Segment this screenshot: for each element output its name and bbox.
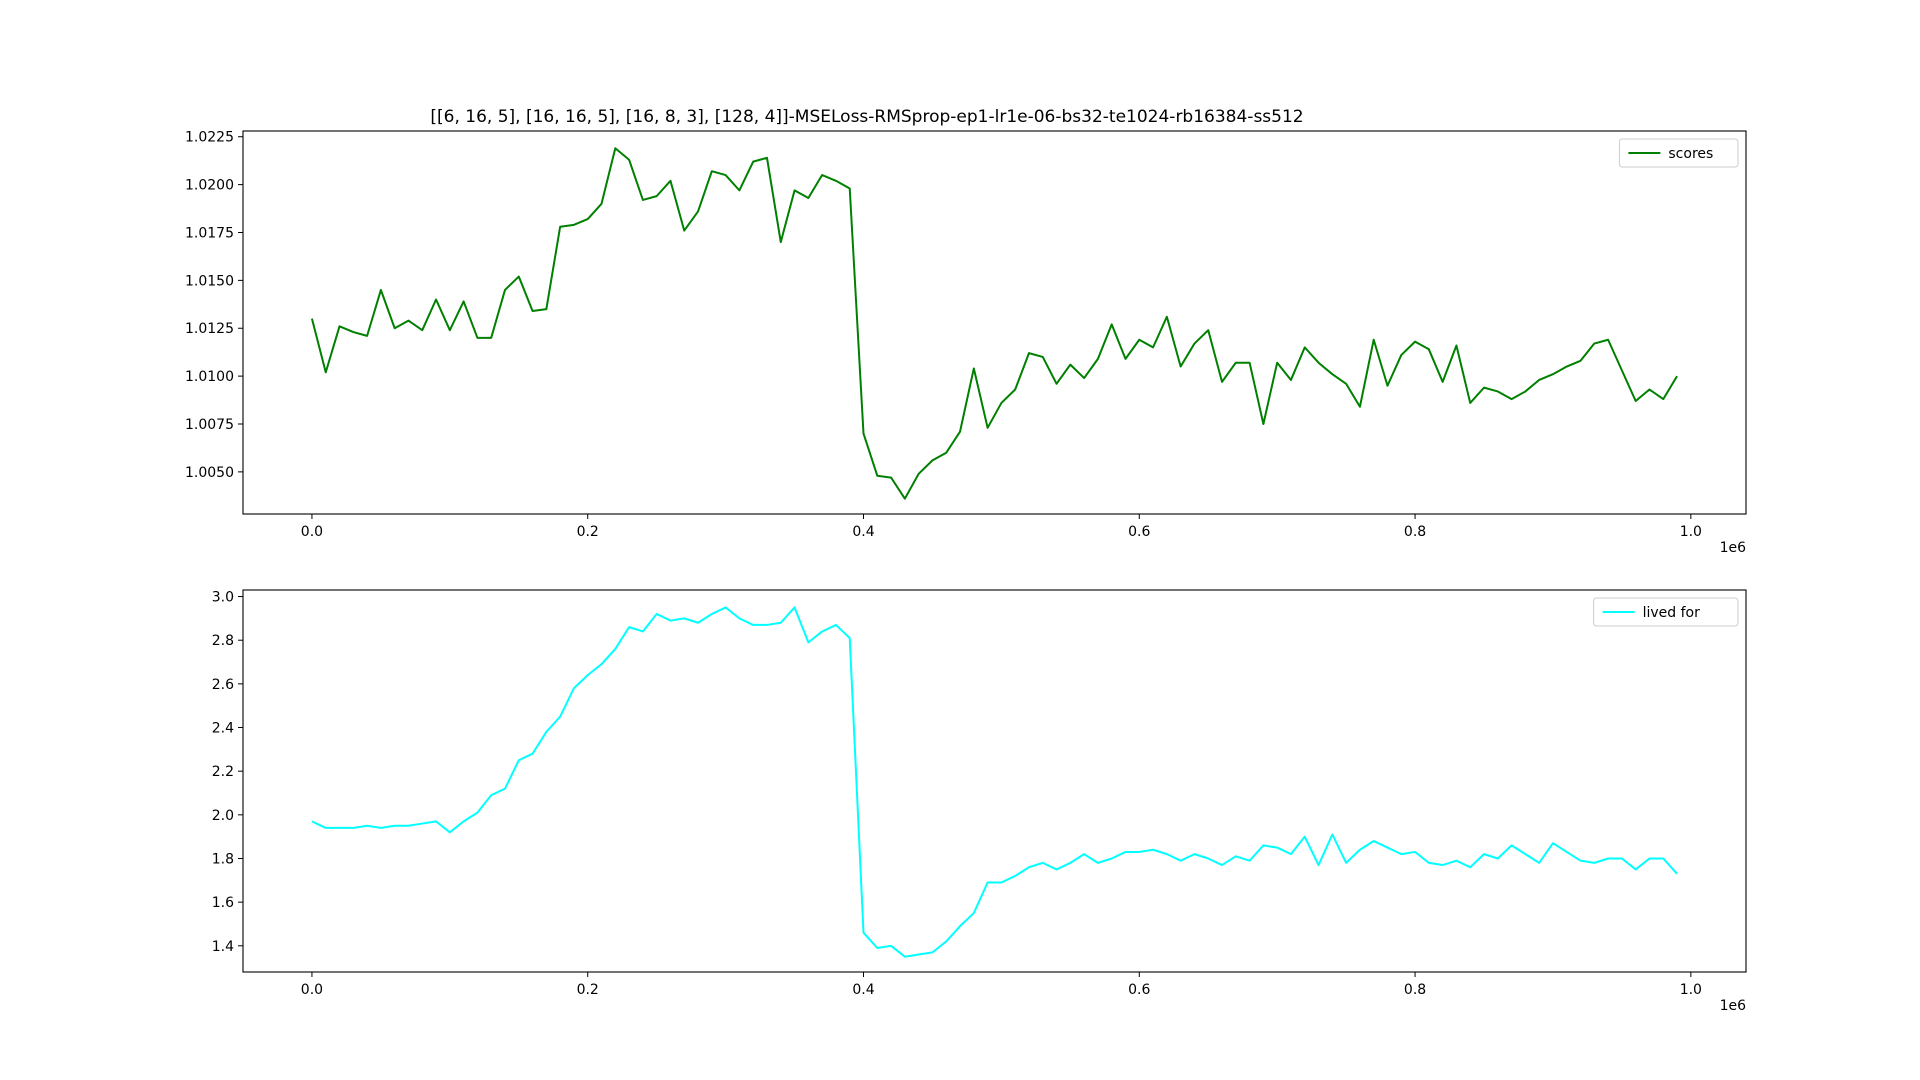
y-tick-label: 3.0 bbox=[212, 590, 234, 606]
axes-frame bbox=[242, 589, 1747, 973]
legend-box bbox=[1593, 597, 1739, 627]
y-tick-label: 1.0175 bbox=[185, 225, 234, 241]
series-line-scores bbox=[310, 147, 1678, 500]
x-tick-label: 0.4 bbox=[852, 524, 874, 540]
y-tick-label: 2.4 bbox=[212, 721, 234, 737]
x-offset-label: 1e6 bbox=[1720, 540, 1747, 556]
y-tick-label: 1.0150 bbox=[185, 273, 234, 289]
x-tick-label: 0.0 bbox=[301, 982, 323, 998]
y-tick-label: 2.8 bbox=[212, 633, 234, 649]
x-tick-label: 0.8 bbox=[1404, 524, 1426, 540]
y-tick-label: 1.8 bbox=[212, 851, 234, 867]
y-tick-label: 1.0075 bbox=[185, 417, 234, 433]
series-line-lived-for bbox=[311, 606, 1678, 958]
x-offset-label: 1e6 bbox=[1720, 998, 1747, 1014]
y-tick-label: 1.0100 bbox=[185, 369, 234, 385]
legend-box bbox=[1618, 138, 1739, 168]
y-tick-label: 1.6 bbox=[212, 895, 234, 911]
y-tick-label: 1.0050 bbox=[185, 465, 234, 481]
x-tick-label: 0.6 bbox=[1128, 524, 1150, 540]
y-tick-label: 1.0125 bbox=[185, 321, 234, 337]
y-tick-label: 2.2 bbox=[212, 764, 234, 780]
y-tick-label: 1.4 bbox=[212, 939, 234, 955]
y-tick-label: 1.0200 bbox=[185, 178, 234, 194]
x-tick-label: 0.2 bbox=[577, 982, 599, 998]
legend-label: scores bbox=[1668, 146, 1713, 162]
axes-frame bbox=[242, 130, 1747, 515]
lived-for-plot: 0.0 0.2 0.4 0.6 0.8 1.0 1e6 1.4 1.6 1.8 2.0 2.2 2.4 2… bbox=[212, 589, 1747, 1014]
y-tick-label: 2.0 bbox=[212, 808, 234, 824]
chart-title: [[6, 16, 5], [16, 16, 5], [16, 8, 3], [1… bbox=[430, 107, 1303, 127]
x-tick-label: 0.2 bbox=[577, 524, 599, 540]
y-tick-label: 2.6 bbox=[212, 677, 234, 693]
x-tick-label: 0.8 bbox=[1404, 982, 1426, 998]
x-tick-label: 0.4 bbox=[852, 982, 874, 998]
x-tick-label: 1.0 bbox=[1680, 524, 1702, 540]
legend-label: lived for bbox=[1643, 605, 1701, 621]
scores-plot: 0.0 0.2 0.4 0.6 0.8 1.0 1e6 1.0050 1.0075 1.0100 1… bbox=[185, 130, 1747, 556]
y-tick-label: 1.0225 bbox=[185, 130, 234, 146]
x-tick-label: 0.0 bbox=[301, 524, 323, 540]
x-tick-label: 0.6 bbox=[1128, 982, 1150, 998]
x-tick-label: 1.0 bbox=[1680, 982, 1702, 998]
